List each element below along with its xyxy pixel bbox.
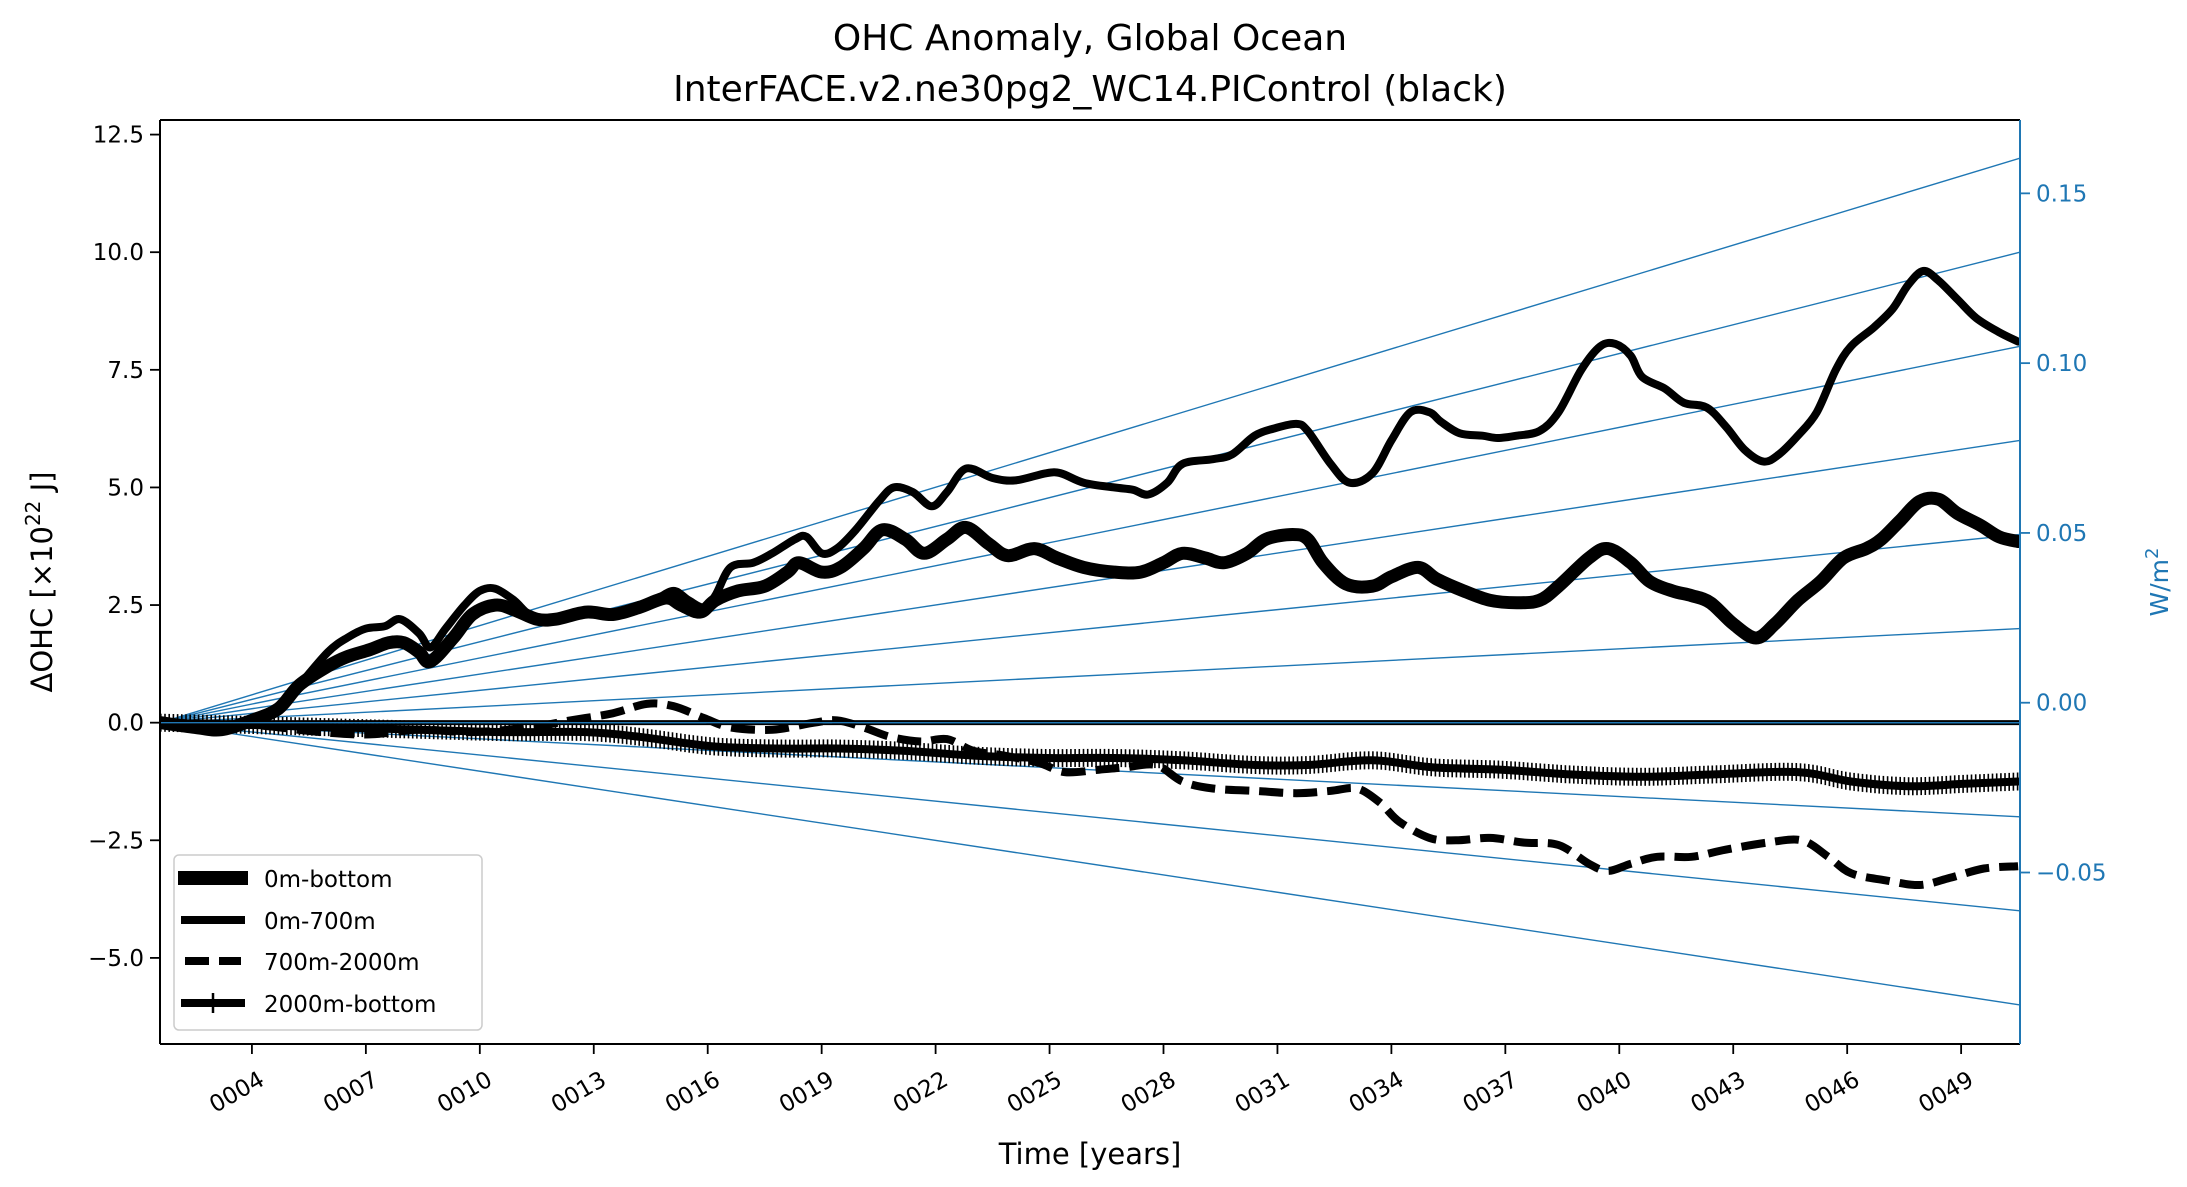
legend-label: 700m-2000m xyxy=(264,950,420,976)
y-tick-label: 10.0 xyxy=(93,240,144,266)
series-line-700m-2000m xyxy=(160,699,2019,890)
y2-tick-label: 0.15 xyxy=(2036,181,2087,207)
legend: 0m-bottom 0m-700m 700m-2000m 2000m-botto… xyxy=(173,854,483,1031)
reference-line-0.025 xyxy=(160,627,2020,724)
y-tick-label: 0.0 xyxy=(107,711,144,737)
legend-item-0m-700m: 0m-700m xyxy=(181,909,376,935)
y2-axis-label: W/m2 xyxy=(2142,548,2174,617)
y2-axis-ticks: −0.05 0.00 0.05 0.10 0.15 xyxy=(2020,181,2106,887)
y-tick-label: 12.5 xyxy=(93,123,144,149)
data-series xyxy=(160,266,2020,890)
y-tick-label: −5.0 xyxy=(88,946,144,972)
legend-label: 0m-700m xyxy=(264,909,376,935)
y-tick-label: −2.5 xyxy=(88,828,144,854)
reference-line-0.05 xyxy=(160,533,2020,724)
y-tick-label: 7.5 xyxy=(107,358,144,384)
reference-line--0.075 xyxy=(160,721,2020,1006)
series-line-0m-700m xyxy=(160,266,2020,732)
y-tick-label: 5.0 xyxy=(107,475,144,501)
reference-line--0.025 xyxy=(160,721,2020,818)
reference-line--0.05 xyxy=(160,721,2020,912)
y2-tick-label: −0.05 xyxy=(2036,861,2106,887)
chart-title: OHC Anomaly, Global Ocean xyxy=(833,18,1347,59)
y-axis-label: ΔOHC [×1022 J] xyxy=(21,472,59,693)
chart-subtitle: InterFACE.v2.ne30pg2_WC14.PIControl (bla… xyxy=(673,69,1507,110)
y2-tick-label: 0.10 xyxy=(2036,351,2087,377)
legend-item-0m-bottom: 0m-bottom xyxy=(178,867,393,893)
reference-line-0.075 xyxy=(160,439,2020,724)
legend-label: 0m-bottom xyxy=(264,867,393,893)
series-line-0m-bottom xyxy=(160,491,2020,737)
x-axis-label: Time [years] xyxy=(998,1137,1182,1171)
y2-tick-label: 0.00 xyxy=(2036,691,2087,717)
y-axis-ticks: −5.0 −2.5 0.0 2.5 5.0 7.5 10.0 12.5 xyxy=(88,123,160,972)
y-tick-label: 2.5 xyxy=(107,593,144,619)
legend-item-2000m-bottom: 2000m-bottom xyxy=(181,992,436,1018)
legend-label: 2000m-bottom xyxy=(264,992,436,1018)
legend-box xyxy=(173,854,483,1031)
legend-item-700m-2000m: 700m-2000m xyxy=(185,950,420,976)
reference-line-0.15 xyxy=(160,157,2020,724)
y2-tick-label: 0.05 xyxy=(2036,521,2087,547)
